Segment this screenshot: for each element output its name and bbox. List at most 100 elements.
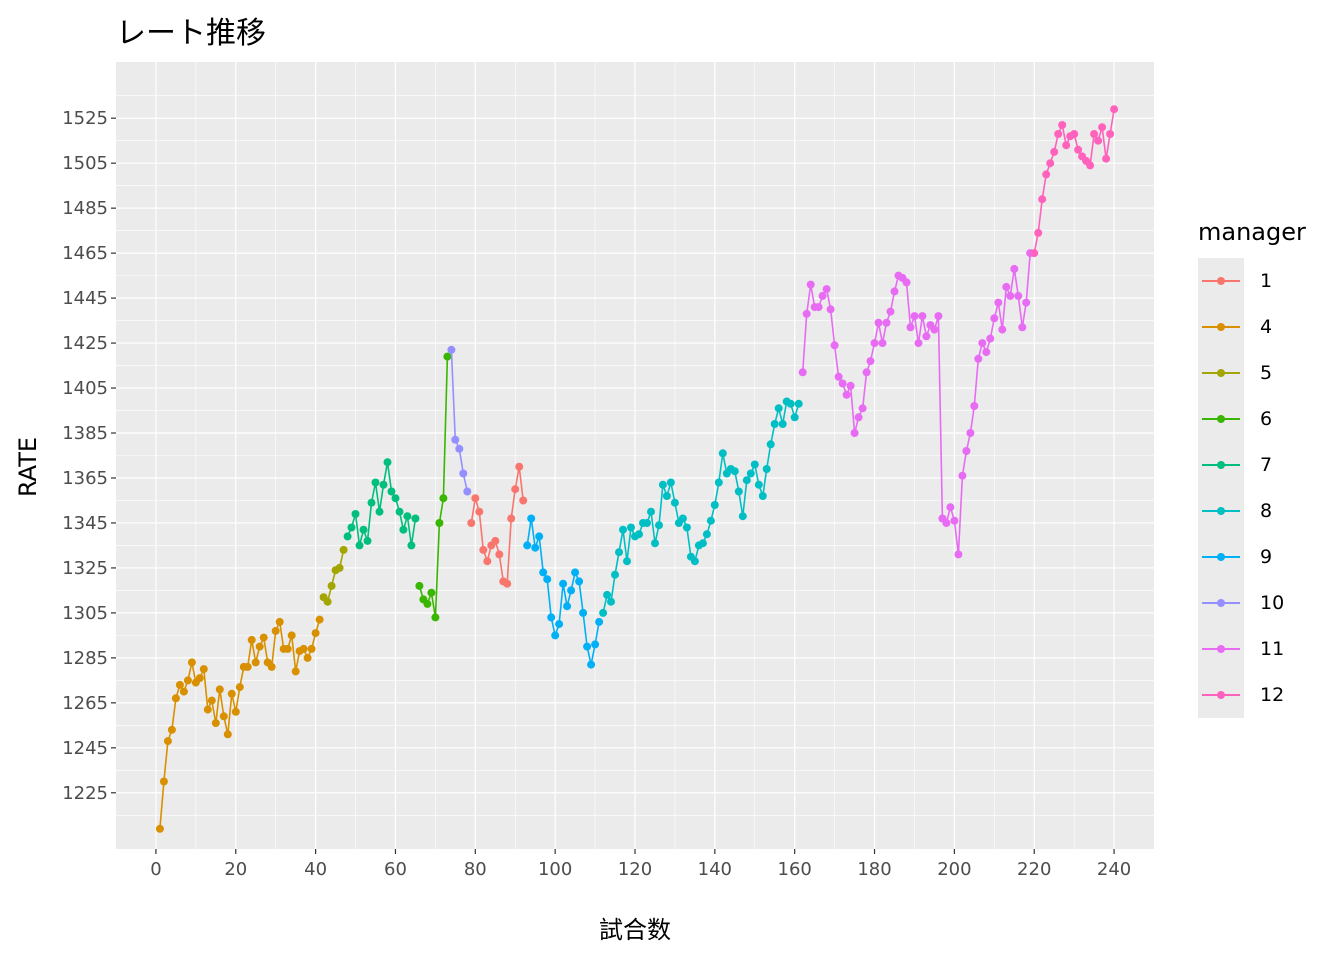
x-tick-label: 60 — [384, 859, 407, 880]
legend-dot — [1217, 645, 1225, 653]
data-point — [431, 613, 440, 622]
x-tick-label: 200 — [937, 859, 971, 880]
data-point — [826, 305, 835, 314]
legend-dot — [1217, 323, 1225, 331]
data-point — [463, 487, 472, 496]
data-point — [754, 480, 763, 489]
data-point — [247, 635, 256, 644]
legend-key — [1198, 442, 1244, 488]
data-point — [527, 514, 536, 523]
data-point — [702, 530, 711, 539]
data-point — [990, 314, 999, 323]
data-point — [882, 318, 891, 327]
data-point — [1022, 298, 1031, 307]
data-point — [970, 402, 979, 410]
data-point — [155, 824, 164, 833]
data-point — [627, 523, 635, 532]
legend-item-12: 12 — [1198, 672, 1306, 718]
data-point — [547, 613, 556, 622]
data-point — [515, 462, 524, 471]
series-10 — [447, 345, 472, 496]
legend-key — [1198, 626, 1244, 672]
data-point — [443, 352, 452, 361]
data-point — [698, 539, 707, 548]
legend-label: 8 — [1260, 500, 1273, 522]
data-point — [718, 449, 727, 458]
data-point — [746, 469, 755, 478]
data-point — [862, 368, 871, 377]
data-point — [375, 507, 384, 516]
data-point — [299, 644, 308, 653]
data-point — [311, 629, 320, 638]
y-tick-label: 1405 — [62, 378, 108, 399]
legend-key — [1198, 396, 1244, 442]
data-point — [958, 471, 967, 480]
legend-item-1: 1 — [1198, 258, 1306, 304]
legend-label: 7 — [1260, 454, 1273, 476]
legend-dot — [1217, 461, 1225, 469]
y-tick-label: 1345 — [62, 513, 108, 534]
data-point — [962, 447, 971, 455]
data-point — [942, 519, 951, 527]
series-line-1 — [470, 465, 524, 585]
data-point — [750, 460, 759, 469]
data-point — [690, 557, 699, 566]
data-point — [762, 465, 771, 473]
data-point — [215, 685, 224, 694]
data-point — [283, 644, 292, 653]
data-point — [786, 399, 795, 408]
x-tick-label: 40 — [304, 859, 327, 880]
data-point — [946, 503, 955, 512]
data-point — [1070, 130, 1079, 138]
data-point — [391, 494, 400, 503]
y-axis-title: RATE — [14, 437, 42, 497]
x-tick-label: 240 — [1097, 859, 1131, 880]
data-point — [359, 525, 368, 534]
data-point — [1106, 130, 1115, 138]
data-point — [802, 309, 811, 318]
data-point — [223, 730, 232, 739]
legend-item-11: 11 — [1198, 626, 1306, 672]
data-point — [355, 541, 364, 550]
x-tick-label: 180 — [857, 859, 891, 880]
legend-item-4: 4 — [1198, 304, 1306, 350]
data-point — [615, 548, 623, 557]
series-8 — [599, 397, 803, 617]
data-point — [447, 345, 456, 354]
data-point — [307, 644, 316, 653]
data-point — [287, 631, 296, 640]
y-tick-label: 1365 — [62, 468, 108, 489]
data-point — [315, 615, 324, 624]
data-point — [479, 545, 488, 554]
series-11 — [798, 249, 1035, 559]
data-point — [830, 341, 839, 350]
data-point — [403, 512, 412, 521]
data-point — [371, 478, 380, 487]
legend-label: 5 — [1260, 362, 1273, 384]
data-point — [982, 348, 991, 357]
data-point — [846, 381, 855, 390]
y-tick-label: 1325 — [62, 558, 108, 579]
series-1 — [467, 462, 528, 588]
legend-item-10: 10 — [1198, 580, 1306, 626]
data-point — [591, 640, 600, 649]
data-point — [611, 570, 619, 579]
data-point — [595, 617, 604, 626]
data-point — [1094, 136, 1103, 145]
data-point — [603, 590, 612, 599]
data-point — [734, 487, 743, 496]
data-point — [670, 498, 679, 507]
data-point — [291, 667, 300, 676]
data-point — [662, 492, 671, 500]
data-point — [411, 514, 420, 523]
data-point — [335, 563, 344, 572]
data-point — [339, 545, 348, 554]
legend-item-5: 5 — [1198, 350, 1306, 396]
data-point — [643, 519, 651, 527]
data-point — [798, 368, 807, 377]
data-point — [814, 303, 823, 312]
data-point — [259, 633, 268, 642]
legend-dot — [1217, 277, 1225, 285]
data-point — [766, 440, 775, 449]
data-point — [1010, 264, 1019, 273]
